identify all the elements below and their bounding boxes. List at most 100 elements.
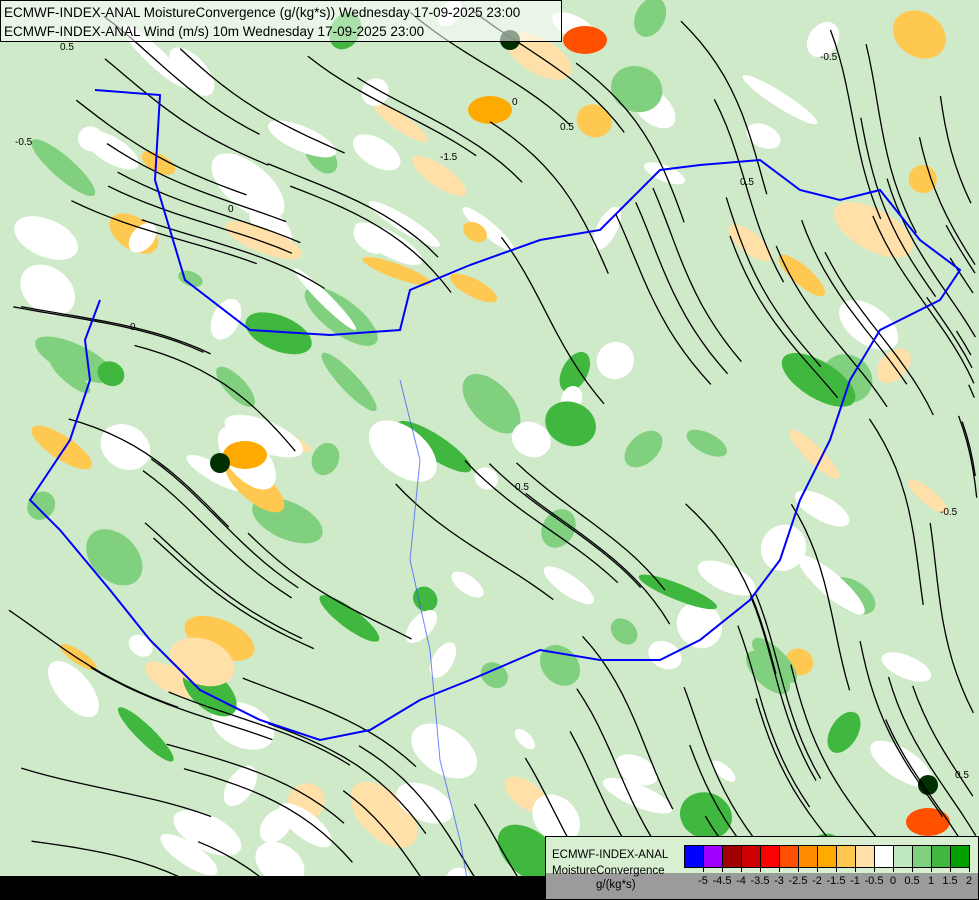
streamline bbox=[683, 686, 773, 862]
streamline bbox=[729, 235, 839, 399]
legend-tick-label: 2 bbox=[965, 875, 973, 887]
legend-title: ECMWF-INDEX-ANAL MoistureConvergence bbox=[552, 847, 668, 879]
convergence-patch bbox=[216, 366, 256, 407]
convergence-patch bbox=[462, 373, 521, 434]
convergence-patch bbox=[362, 257, 432, 286]
streamline bbox=[183, 768, 353, 863]
convergence-patch bbox=[797, 555, 865, 615]
convergence-patch bbox=[78, 126, 104, 152]
convergence-patch bbox=[593, 206, 622, 250]
streamline bbox=[168, 691, 351, 766]
streamline bbox=[144, 522, 303, 640]
convergence-patch bbox=[602, 777, 673, 814]
convergence-patch bbox=[267, 120, 337, 158]
legend-model: ECMWF-INDEX-ANAL bbox=[552, 849, 669, 861]
legend-tick-label: -3.5 bbox=[750, 875, 770, 887]
convergence-patch bbox=[745, 650, 791, 694]
convergence-patch bbox=[462, 207, 514, 252]
legend-tick-label: -4 bbox=[736, 875, 746, 887]
legend-tick-mark bbox=[817, 867, 818, 872]
legend-parameter: MoistureConvergence bbox=[552, 865, 665, 877]
convergence-patch bbox=[278, 803, 332, 848]
convergence-patch bbox=[906, 808, 950, 836]
streamline bbox=[713, 99, 785, 283]
contour-label: 0.5 bbox=[515, 482, 529, 493]
title-moisture-convergence: ECMWF-INDEX-ANAL MoistureConvergence (g/… bbox=[4, 5, 521, 20]
legend-swatch bbox=[799, 846, 818, 867]
convergence-patch bbox=[97, 361, 125, 387]
streamline bbox=[516, 462, 666, 591]
convergence-patch bbox=[223, 441, 267, 469]
streamline bbox=[107, 185, 293, 254]
convergence-patch bbox=[31, 425, 92, 470]
legend-tick-mark bbox=[741, 867, 742, 872]
legend-tick-mark bbox=[931, 867, 932, 872]
streamline bbox=[71, 200, 258, 265]
convergence-patch bbox=[211, 153, 285, 220]
convergence-patch bbox=[648, 641, 682, 670]
streamline bbox=[725, 197, 822, 368]
legend-swatch bbox=[913, 846, 932, 867]
convergence-patch bbox=[545, 401, 596, 447]
streamline bbox=[134, 344, 296, 452]
country-border bbox=[28, 89, 962, 742]
legend-tick-label: 0 bbox=[889, 875, 897, 887]
legend-swatch bbox=[723, 846, 742, 867]
convergence-patch bbox=[881, 652, 932, 682]
convergence-patch bbox=[311, 442, 340, 476]
convergence-patch bbox=[697, 560, 756, 596]
streamline bbox=[800, 219, 908, 385]
legend-swatch bbox=[856, 846, 875, 867]
contour-label: -1.5 bbox=[440, 152, 458, 163]
legend-swatch bbox=[894, 846, 913, 867]
convergence-patch bbox=[610, 65, 663, 113]
streamline bbox=[20, 305, 211, 355]
streamline bbox=[307, 55, 477, 157]
convergence-patch bbox=[918, 775, 938, 795]
color-legend: ECMWF-INDEX-ANAL MoistureConvergence g/(… bbox=[545, 836, 979, 900]
legend-swatch bbox=[685, 846, 704, 867]
streamline bbox=[464, 460, 619, 584]
contour-label: 0.5 bbox=[740, 177, 754, 188]
legend-swatch bbox=[818, 846, 837, 867]
legend-tick-mark bbox=[779, 867, 780, 872]
convergence-patch bbox=[411, 723, 477, 779]
legend-swatch bbox=[704, 846, 723, 867]
streamline bbox=[790, 664, 878, 839]
convergence-patch bbox=[638, 574, 718, 610]
legend-tick-mark bbox=[893, 867, 894, 872]
convergence-patch bbox=[610, 618, 638, 645]
convergence-patch bbox=[353, 225, 385, 254]
legend-tick-mark bbox=[836, 867, 837, 872]
convergence-patch bbox=[141, 151, 176, 175]
streamline bbox=[267, 162, 439, 258]
streamline bbox=[8, 609, 179, 709]
legend-ticks: -5 -4.5 -4 -3.5 -3 -2.5 -2 -1.5 -1 -0.5 0 0.5 1 1.5 2 bbox=[684, 867, 974, 895]
convergence-patch bbox=[908, 479, 949, 514]
streamline bbox=[790, 503, 851, 691]
streamline bbox=[749, 596, 817, 781]
legend-tick-label: -2.5 bbox=[788, 875, 808, 887]
streamline bbox=[865, 44, 917, 234]
streamline bbox=[872, 215, 975, 384]
convergence-patch bbox=[224, 414, 303, 458]
convergence-patch bbox=[20, 264, 76, 316]
convergence-patch bbox=[514, 728, 536, 750]
convergence-patch bbox=[781, 353, 856, 407]
convergence-patch bbox=[59, 643, 97, 671]
convergence-patch bbox=[128, 634, 153, 657]
legend-tick-mark bbox=[722, 867, 723, 872]
streamline bbox=[912, 685, 974, 797]
legend-tick-label: -1 bbox=[850, 875, 860, 887]
convergence-patch bbox=[474, 467, 498, 490]
convergence-patch bbox=[680, 792, 732, 840]
streamline bbox=[737, 625, 811, 808]
convergence-patch bbox=[210, 453, 230, 473]
convergence-patch bbox=[778, 254, 826, 297]
legend-swatch bbox=[875, 846, 894, 867]
contour-label: -0.5 bbox=[820, 52, 838, 63]
convergence-patch bbox=[31, 139, 96, 197]
convergence-patch bbox=[429, 642, 457, 678]
convergence-patch bbox=[186, 454, 246, 492]
contour-label: 0 bbox=[130, 322, 136, 333]
